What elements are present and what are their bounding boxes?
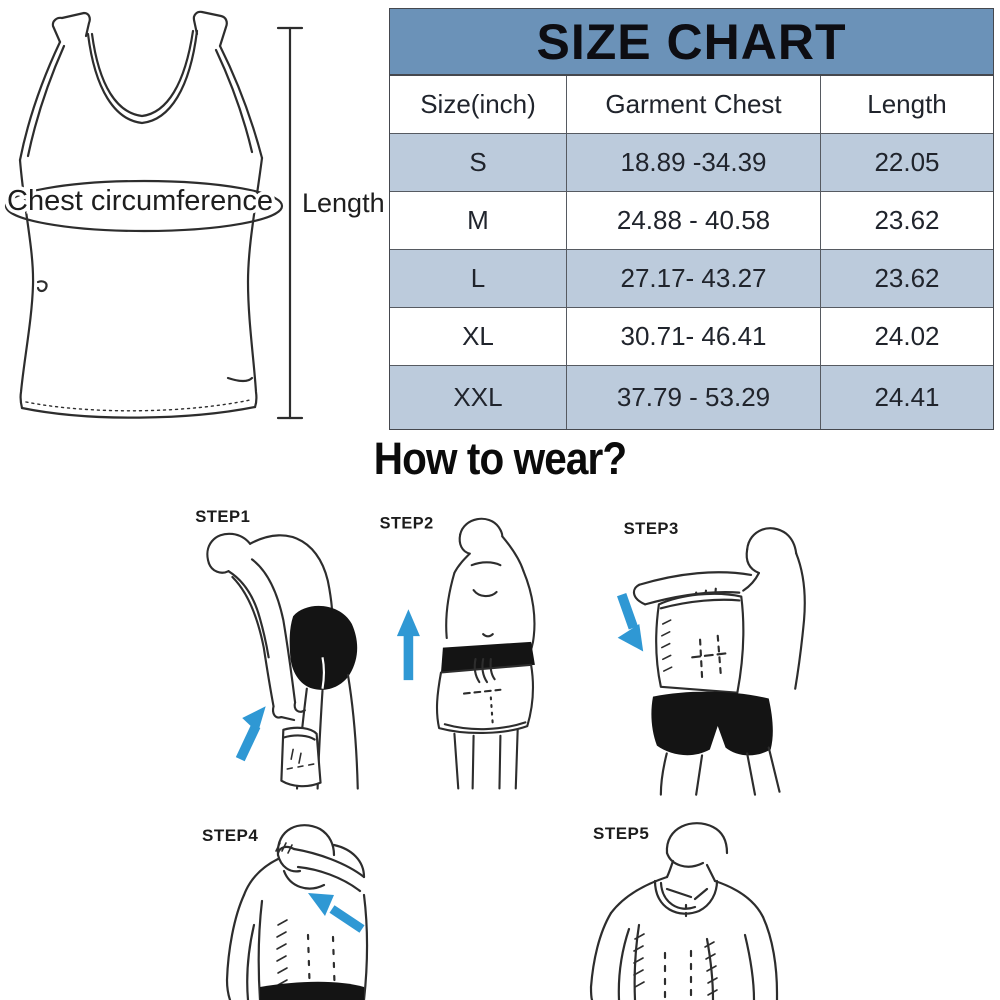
step4-illustration: STEP4	[202, 824, 369, 1000]
garment-at-hips	[435, 658, 535, 790]
length-cell: 23.62	[821, 250, 993, 308]
tank-top-measure-diagram: Chest circumference Length	[4, 10, 385, 420]
length-dimension-line	[276, 26, 304, 420]
garment-chest-cell: 24.88 - 40.58	[567, 192, 821, 250]
up-arrow	[396, 609, 420, 681]
length-cell: 22.05	[821, 134, 993, 192]
size-cell: S	[390, 134, 567, 192]
step1-label: STEP1	[195, 507, 250, 526]
figure-wearing-vest	[589, 822, 779, 1000]
how-to-wear-title: How to wear?	[373, 433, 627, 484]
chest-circumference-label: Chest circumference	[7, 185, 273, 217]
garment-chest-cell: 30.71- 46.41	[567, 308, 821, 366]
garment-chest-cell: 37.79 - 53.29	[567, 366, 821, 429]
step5-label: STEP5	[593, 824, 649, 843]
figure-legs-and-garment	[280, 673, 359, 790]
garment-chest-cell: 18.89 -34.39	[567, 134, 821, 192]
size-chart-grid: Size(inch) Garment Chest Length S 18.89 …	[390, 76, 993, 429]
step3-label: STEP3	[624, 519, 679, 538]
size-cell: L	[390, 250, 567, 308]
black-shorts	[651, 691, 773, 756]
column-header-length: Length	[821, 76, 993, 134]
size-chart-table: SIZE CHART Size(inch) Garment Chest Leng…	[389, 8, 994, 430]
length-cell: 24.02	[821, 308, 993, 366]
length-cell: 24.41	[821, 366, 993, 429]
chest-measure-ellipse	[4, 179, 284, 233]
step1-illustration: STEP1	[195, 507, 359, 790]
step3-illustration: STEP3	[616, 519, 806, 796]
down-arrow	[616, 592, 644, 652]
column-header-garment-chest: Garment Chest	[567, 76, 821, 134]
black-waistband	[260, 981, 364, 1000]
figure-legs	[659, 746, 781, 796]
size-cell: XXL	[390, 366, 567, 429]
step2-illustration: STEP2	[380, 515, 536, 790]
step5-illustration: STEP5	[589, 822, 779, 1000]
up-arrow	[235, 706, 266, 762]
size-chart-title: SIZE CHART	[390, 9, 993, 76]
length-cell: 23.62	[821, 192, 993, 250]
up-left-arrow	[308, 893, 365, 933]
column-header-size: Size(inch)	[390, 76, 567, 134]
step4-label: STEP4	[202, 826, 258, 845]
length-label: Length	[302, 188, 385, 218]
tank-top-outline	[4, 10, 284, 419]
size-cell: XL	[390, 308, 567, 366]
garment-chest-cell: 27.17- 43.27	[567, 250, 821, 308]
step2-label: STEP2	[380, 515, 434, 533]
black-shorts	[289, 605, 358, 690]
size-cell: M	[390, 192, 567, 250]
garment-at-chest	[655, 592, 745, 694]
figure-adjusting-shoulder	[225, 824, 369, 1000]
black-waistband	[441, 641, 535, 673]
